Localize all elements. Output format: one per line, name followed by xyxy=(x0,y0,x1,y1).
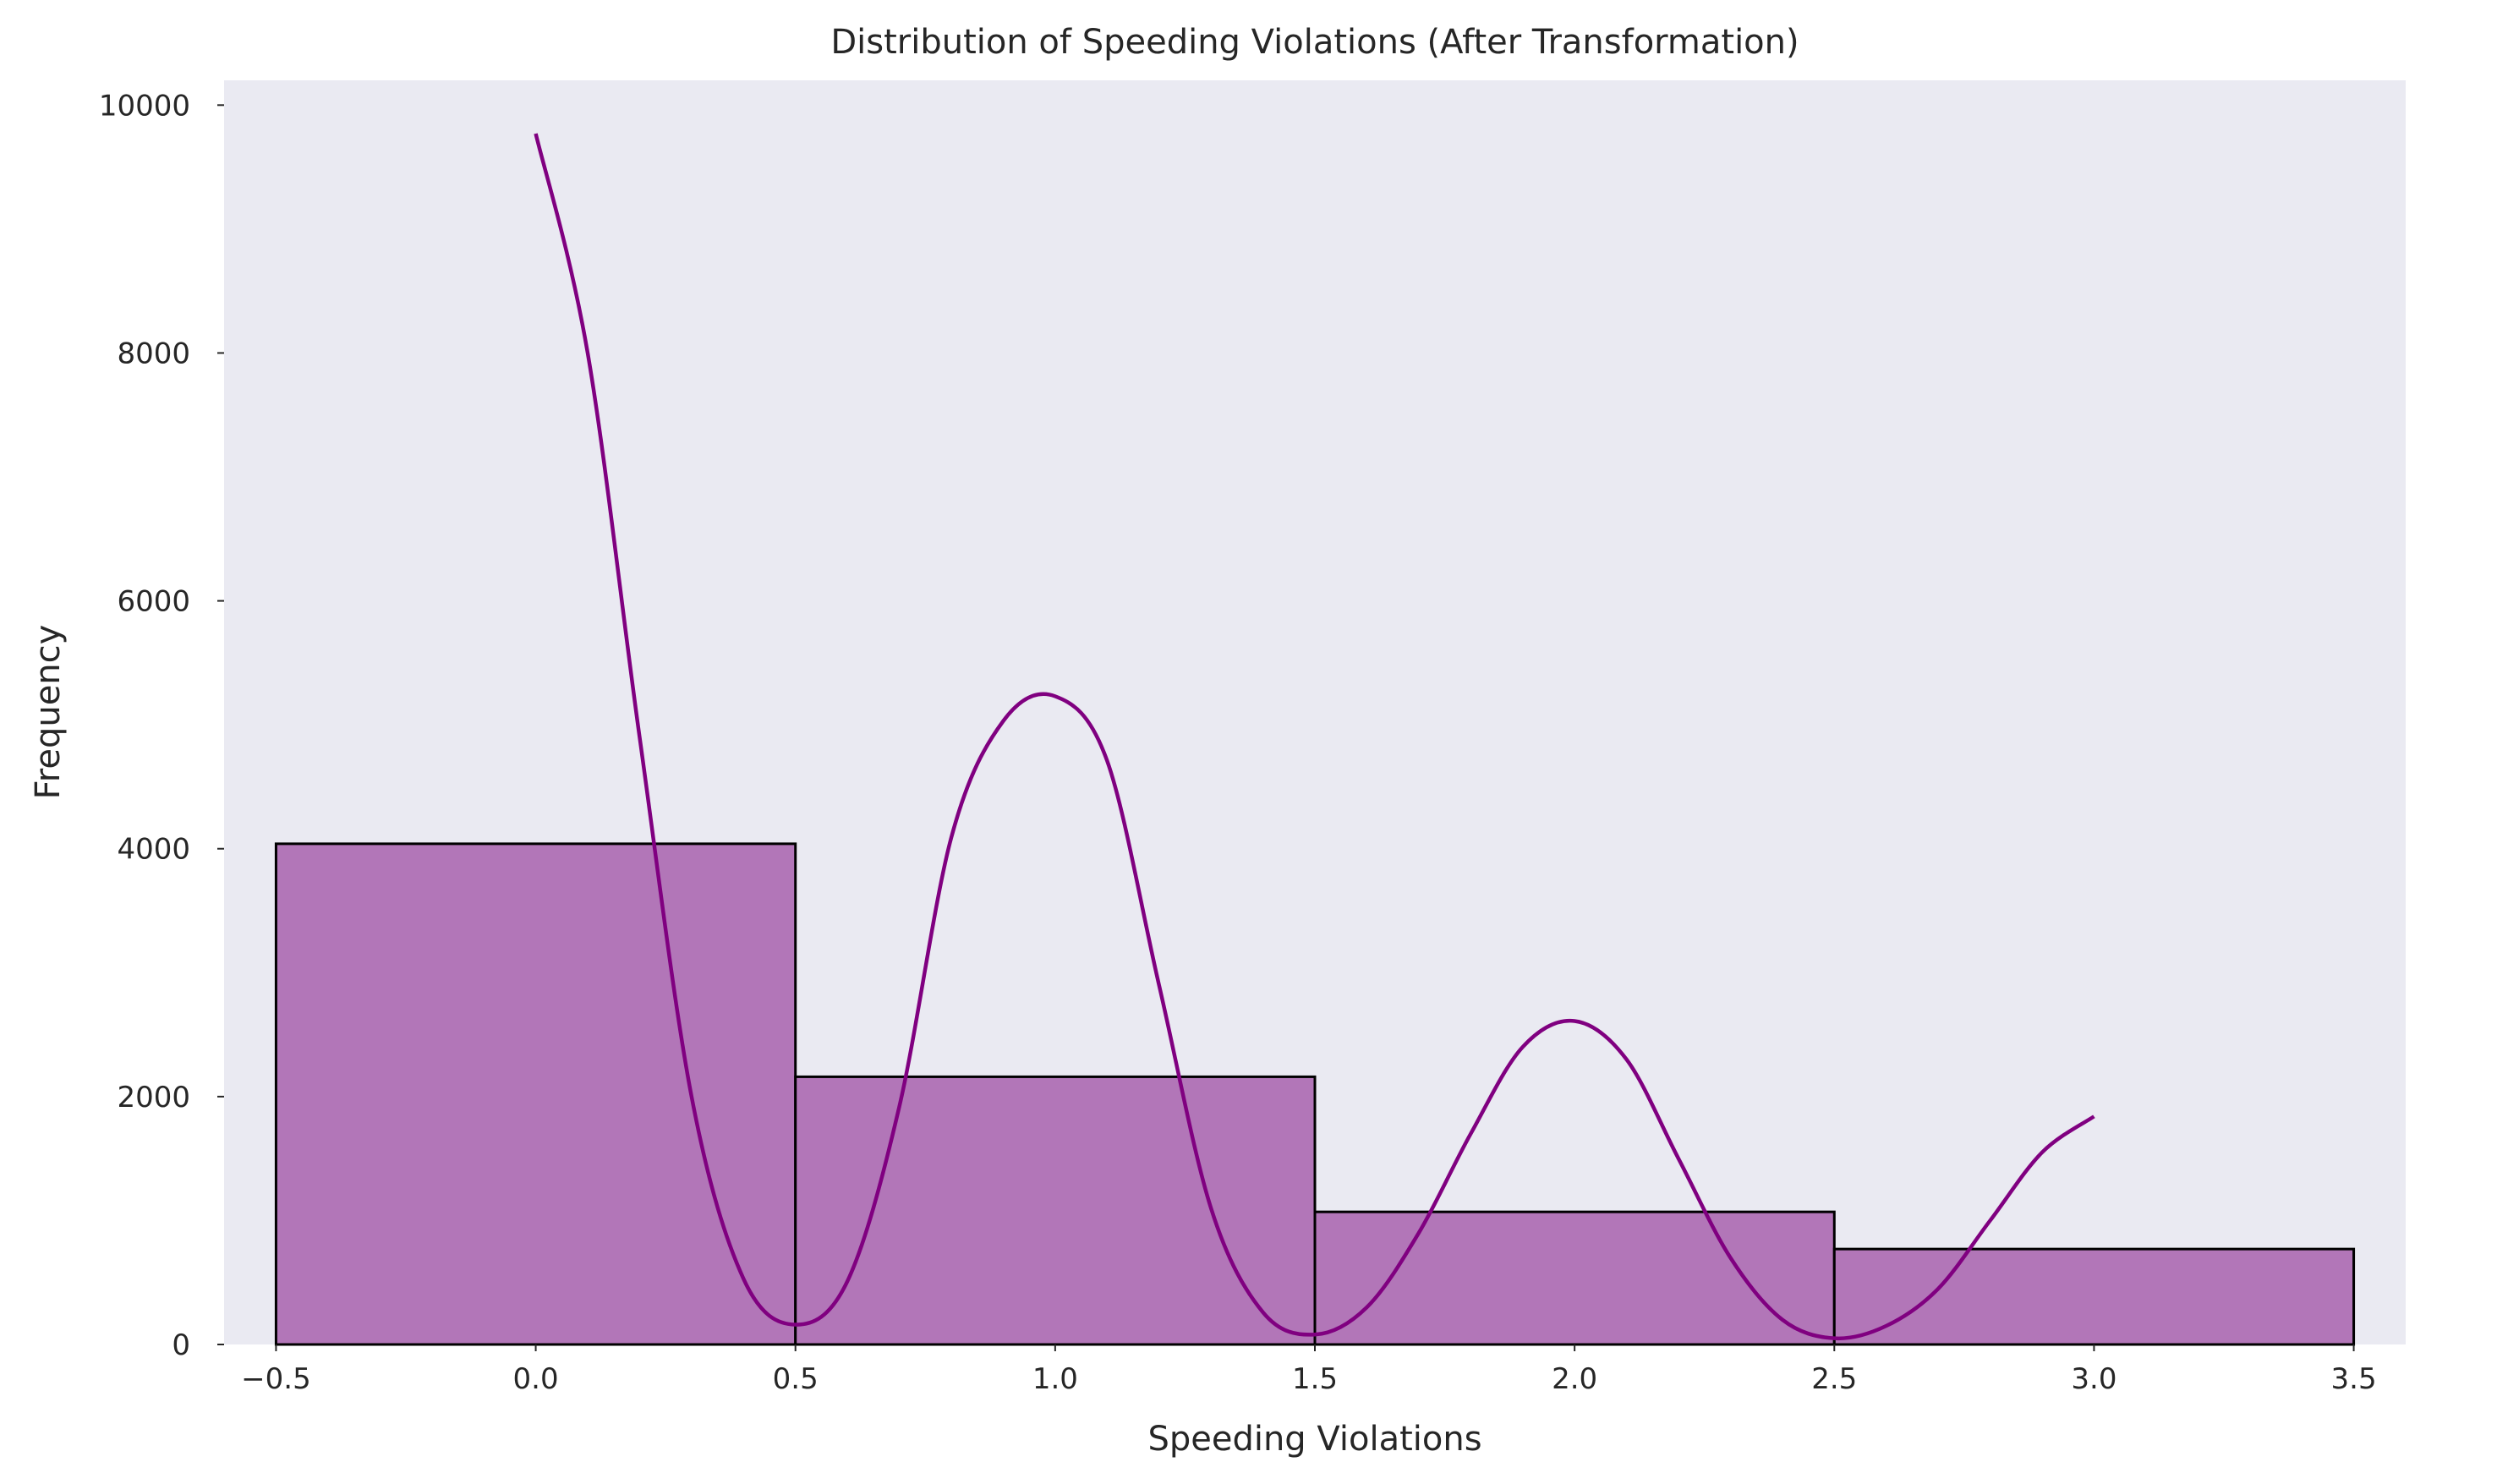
x-tick-label: 1.0 xyxy=(1032,1362,1078,1396)
chart-title: Distribution of Speeding Violations (Aft… xyxy=(830,23,1799,62)
y-tick-label: 4000 xyxy=(117,833,190,867)
x-tick-label: 1.5 xyxy=(1292,1362,1338,1396)
x-axis-ticks: −0.5 0.0 0.5 1.0 1.5 2.0 2.5 3.0 3.5 xyxy=(241,1344,2377,1396)
x-tick-label: 2.5 xyxy=(1811,1362,1857,1396)
histogram-bars xyxy=(274,842,2356,1346)
x-tick-label: 3.0 xyxy=(2071,1362,2116,1396)
y-tick-label: 10000 xyxy=(99,89,190,123)
x-tick-label: 0.5 xyxy=(773,1362,819,1396)
x-tick-label: 0.0 xyxy=(513,1362,559,1396)
x-tick-label: 3.5 xyxy=(2331,1362,2377,1396)
histogram-bar-1 xyxy=(274,842,797,1346)
x-tick-label: 2.0 xyxy=(1552,1362,1597,1396)
y-axis-ticks: 0 2000 4000 6000 8000 10000 xyxy=(99,89,224,1362)
y-tick-label: 8000 xyxy=(117,337,190,370)
histogram-bar-4 xyxy=(1832,1247,2356,1346)
y-tick-label: 2000 xyxy=(117,1081,190,1114)
x-tick-label: −0.5 xyxy=(241,1362,311,1396)
kde-curve xyxy=(534,133,2095,1341)
y-axis-label: Frequency xyxy=(29,625,68,800)
y-tick-label: 0 xyxy=(172,1328,190,1362)
y-tick-label: 6000 xyxy=(117,585,190,619)
x-axis-label: Speeding Violations xyxy=(1147,1420,1481,1459)
histogram-bar-3 xyxy=(1313,1210,1836,1346)
histogram-bar-2 xyxy=(794,1075,1317,1346)
